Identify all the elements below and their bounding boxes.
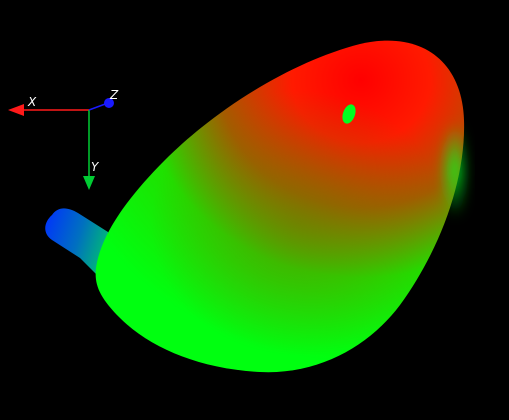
y-axis-arrow-icon xyxy=(83,176,95,190)
axis-triad: X Y Z xyxy=(8,88,119,190)
x-axis-label: X xyxy=(27,95,37,109)
y-axis-label: Y xyxy=(91,160,100,174)
highlight-spot xyxy=(342,104,356,124)
club-head-mesh[interactable] xyxy=(95,40,465,373)
z-axis-label: Z xyxy=(109,88,119,102)
x-axis-arrow-icon xyxy=(8,104,24,116)
z-axis-dot-icon xyxy=(104,98,114,108)
